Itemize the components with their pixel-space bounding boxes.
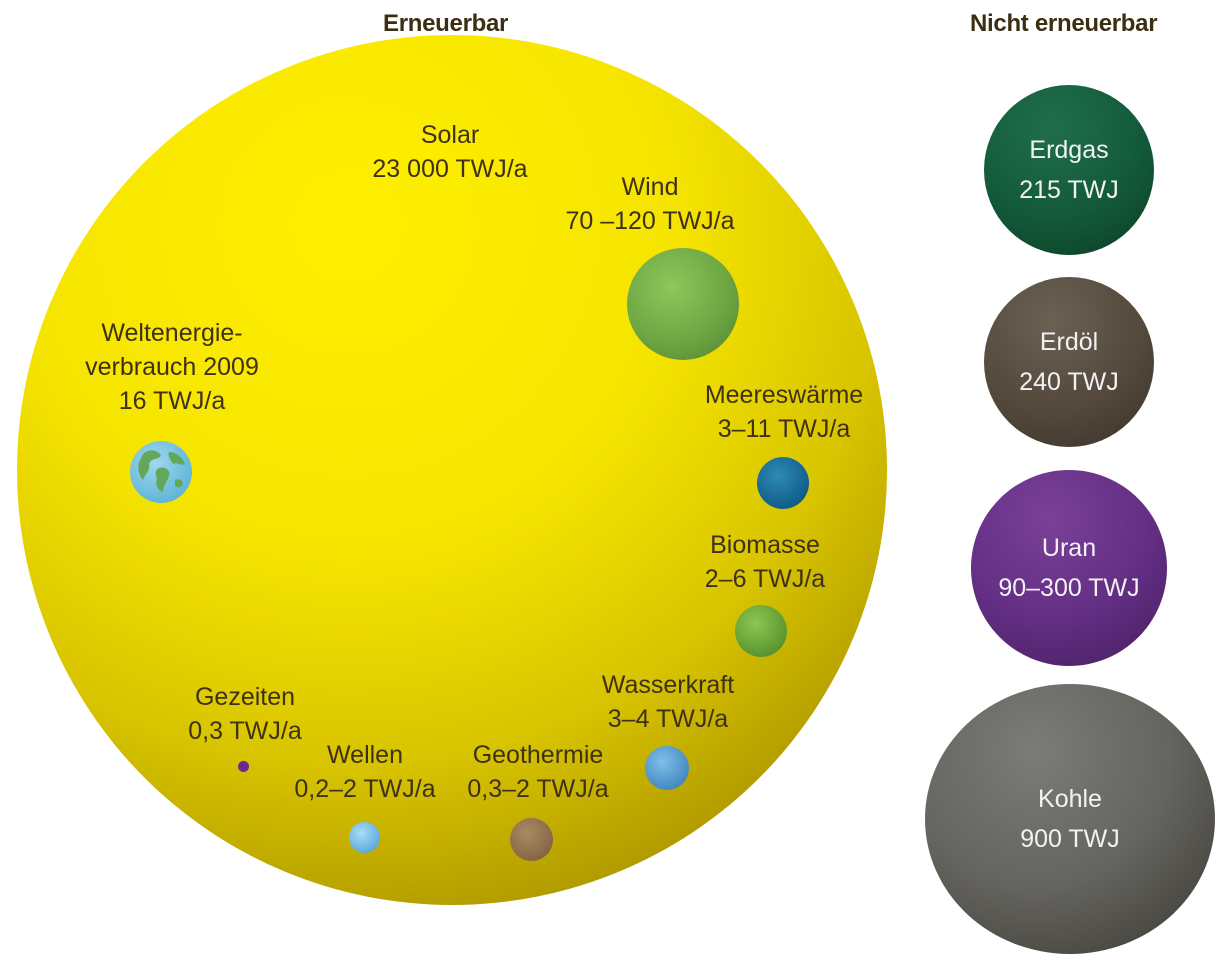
solar-name: Solar (420, 121, 480, 149)
wellen-sphere (349, 822, 380, 853)
heading-renewable: Erneuerbar (383, 10, 509, 37)
wasserkraft-sphere (645, 746, 689, 790)
biomasse-value: 2–6 TWJ/a (704, 565, 826, 593)
wellen-label: Wellen 0,2–2 TWJ/a (280, 738, 450, 806)
world-name-line1: Weltenergie- (101, 319, 243, 347)
gezeiten-value: 0,3 TWJ/a (188, 717, 302, 745)
erdgas-sphere: Erdgas 215 TWJ (984, 85, 1154, 255)
wind-value: 70 –120 TWJ/a (565, 207, 735, 235)
wind-sphere (627, 248, 739, 360)
biomasse-sphere (735, 605, 787, 657)
meereswaerme-label: Meereswärme 3–11 TWJ/a (700, 378, 868, 446)
world-value: 16 TWJ/a (118, 387, 226, 415)
gezeiten-label: Gezeiten 0,3 TWJ/a (180, 680, 310, 748)
world-consumption-label: Weltenergie- verbrauch 2009 16 TWJ/a (82, 316, 262, 418)
geothermie-name: Geothermie (472, 741, 604, 769)
uran-sphere: Uran 90–300 TWJ (971, 470, 1167, 666)
wellen-value: 0,2–2 TWJ/a (294, 775, 436, 803)
heading-non-renewable: Nicht erneuerbar (970, 10, 1158, 37)
erdoel-value: 240 TWJ (1019, 368, 1119, 396)
uran-value: 90–300 TWJ (998, 574, 1140, 602)
solar-value: 23 000 TWJ/a (372, 155, 528, 183)
wasserkraft-name: Wasserkraft (601, 671, 735, 699)
biomasse-name: Biomasse (710, 531, 820, 559)
erdgas-name: Erdgas (1029, 136, 1109, 164)
uran-name: Uran (1041, 534, 1097, 562)
geothermie-sphere (510, 818, 553, 861)
world-name-line2: verbrauch 2009 (85, 353, 259, 381)
wind-label: Wind 70 –120 TWJ/a (560, 170, 740, 238)
meereswaerme-name: Meereswärme (704, 381, 864, 409)
earth-globe-icon (130, 441, 192, 503)
gezeiten-sphere (238, 761, 249, 772)
kohle-value: 900 TWJ (1020, 825, 1120, 853)
erdoel-sphere: Erdöl 240 TWJ (984, 277, 1154, 447)
gezeiten-name: Gezeiten (194, 683, 296, 711)
erdgas-value: 215 TWJ (1019, 176, 1119, 204)
geothermie-value: 0,3–2 TWJ/a (467, 775, 609, 803)
meereswaerme-sphere (757, 457, 809, 509)
geothermie-label: Geothermie 0,3–2 TWJ/a (456, 738, 620, 806)
kohle-name: Kohle (1038, 785, 1102, 813)
kohle-sphere: Kohle 900 TWJ (925, 684, 1215, 954)
erdoel-name: Erdöl (1039, 328, 1099, 356)
wasserkraft-label: Wasserkraft 3–4 TWJ/a (598, 668, 738, 736)
biomasse-label: Biomasse 2–6 TWJ/a (690, 528, 840, 596)
wellen-name: Wellen (327, 741, 403, 769)
solar-label: Solar 23 000 TWJ/a (370, 118, 530, 186)
wind-name: Wind (621, 173, 679, 201)
meereswaerme-value: 3–11 TWJ/a (717, 415, 851, 443)
wasserkraft-value: 3–4 TWJ/a (607, 705, 729, 733)
